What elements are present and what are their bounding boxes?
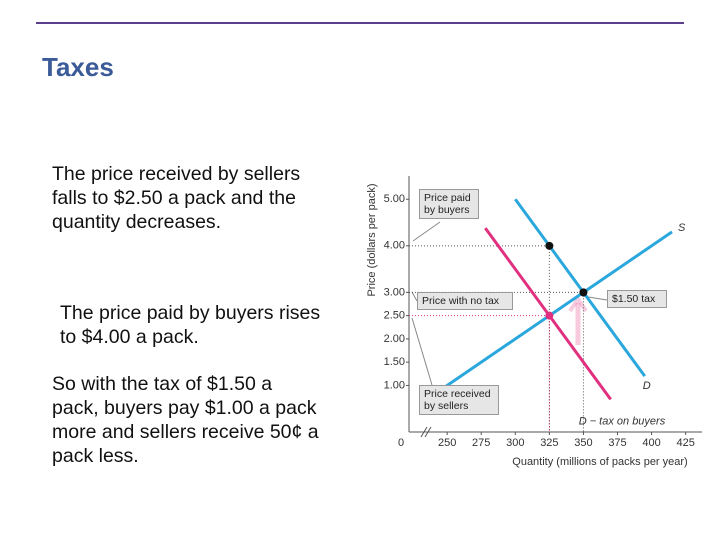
leader: [411, 317, 433, 386]
paragraph: So with the tax of $1.50 a pack, buyers …: [52, 373, 319, 467]
point: [579, 288, 588, 297]
y-tick-label: 5.00: [384, 193, 405, 205]
y-axis-label: Price (dollars per pack): [366, 183, 378, 296]
x-tick-label: 250: [438, 437, 456, 449]
y-tick-label: 2.50: [384, 310, 405, 322]
axis-break: [420, 426, 432, 438]
x-tick-label: 325: [540, 437, 558, 449]
y-tick-label: 3.00: [384, 286, 405, 298]
y-tick-label: 2.00: [384, 333, 405, 345]
curve-label: D − tax on buyers: [579, 415, 666, 427]
y-tick-label: 4.00: [384, 240, 405, 252]
x-tick-label: 375: [608, 437, 626, 449]
slide-title: Taxes: [42, 52, 114, 82]
point: [545, 311, 554, 320]
tax-arrow-head: [568, 295, 588, 313]
x-tick-label: 0: [398, 437, 404, 449]
x-tick-label: 425: [676, 437, 694, 449]
annotation: $1.50 tax: [607, 290, 667, 308]
y-tick-label: 1.00: [384, 379, 405, 391]
curve-label: D: [643, 380, 651, 392]
curve: [419, 230, 673, 406]
curve-label: S: [678, 222, 686, 234]
x-axis-label: Quantity (millions of packs per year): [512, 456, 687, 468]
annotation: Price with no tax: [417, 292, 513, 310]
curve: [514, 198, 646, 378]
annotation: Price paid by buyers: [419, 189, 479, 219]
x-tick-label: 350: [574, 437, 592, 449]
leader: [412, 221, 441, 242]
x-tick-label: 300: [506, 437, 524, 449]
paragraph: The price paid by buyers rises to $4.00 …: [60, 302, 321, 348]
y-tick-label: 1.50: [384, 356, 405, 368]
paragraph: The price received by sellers falls to $…: [52, 163, 301, 233]
annotation: Price received by sellers: [419, 385, 499, 415]
point: [545, 241, 554, 250]
x-tick-label: 275: [472, 437, 490, 449]
leader: [411, 291, 418, 302]
x-tick-label: 400: [642, 437, 660, 449]
